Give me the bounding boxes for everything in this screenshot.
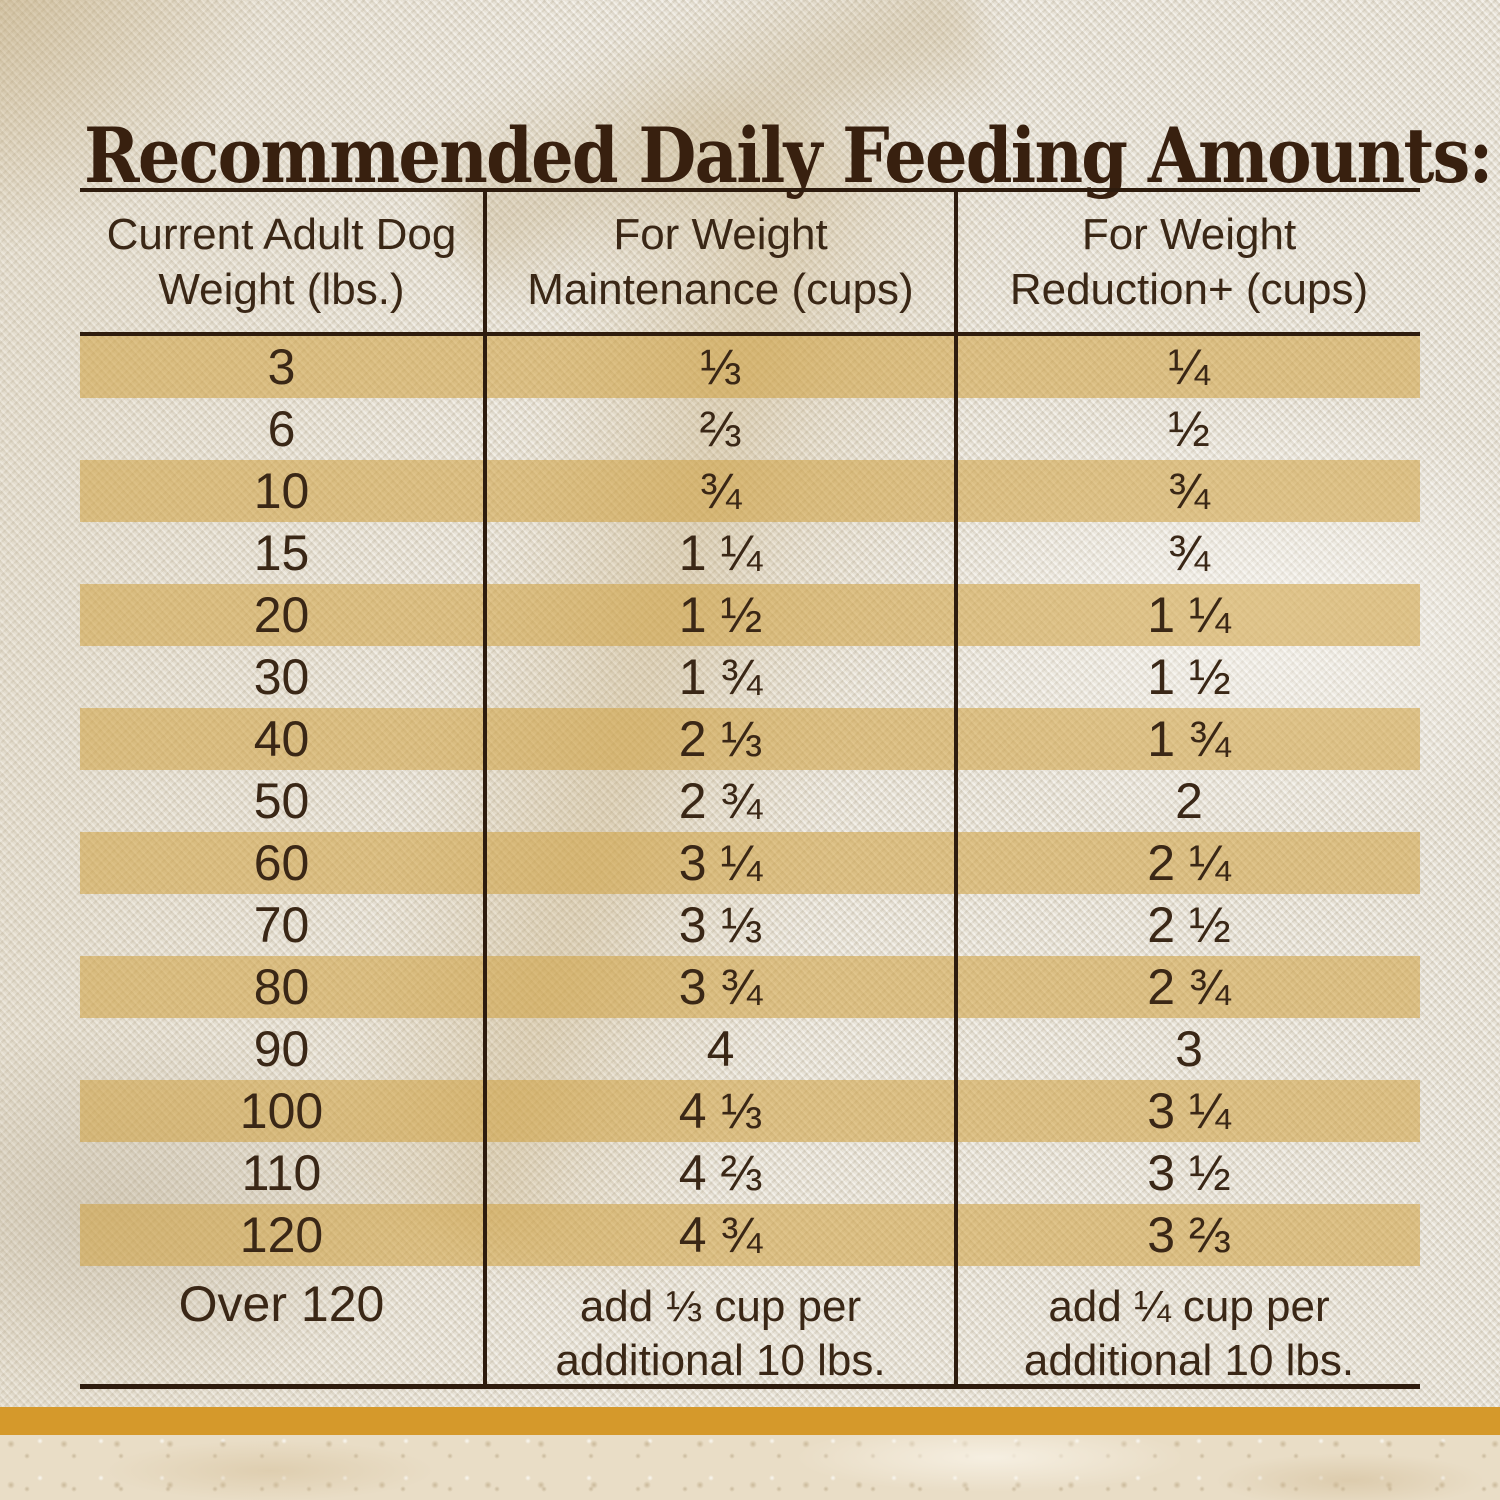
gold-accent-bar [0,1407,1500,1435]
cell-maintenance: 4 [483,1018,954,1080]
cell-reduction: 1 ½ [954,646,1420,708]
cell-weight: 10 [253,463,310,519]
table-row: 3 ⅓ ¼ [80,336,1420,398]
cell-reduction: 1 ¾ [954,708,1420,770]
header-reduction-line1: For Weight [1081,210,1297,259]
cell-weight: 15 [253,525,310,581]
table-row: 6 ⅔ ½ [80,398,1420,460]
cell-maintenance: 1 ¾ [483,646,954,708]
cell-reduction: ¾ [954,460,1420,522]
cell-reduction: ¾ [954,522,1420,584]
cell-reduction: 2 [954,770,1420,832]
page-title: Recommended Daily Feeding Amounts: [84,110,1493,200]
cell-maintenance: 1 ¼ [483,522,954,584]
cell-weight: 110 [241,1145,322,1201]
cell-reduction: ½ [954,398,1420,460]
cell-weight: 80 [253,959,310,1015]
cell-reduction: 3 ½ [954,1142,1420,1204]
cell-maintenance: 4 ¾ [483,1204,954,1266]
table-row: 15 1 ¼ ¾ [80,522,1420,584]
cell-weight: Over 120 [178,1276,385,1332]
feeding-table: Current Adult Dog Weight (lbs.) For Weig… [80,188,1420,1389]
table-row: 90 4 3 [80,1018,1420,1080]
table-row: 120 4 ¾ 3 ⅔ [80,1204,1420,1266]
cell-weight: 90 [253,1021,310,1077]
cell-maintenance: 1 ½ [483,584,954,646]
cell-weight: 70 [253,897,310,953]
cell-weight: 120 [239,1207,324,1263]
header-weight-line1: Current Adult Dog [106,210,457,259]
cell-maintenance: add ⅓ cup per additional 10 lbs. [483,1266,954,1388]
table-header-row: Current Adult Dog Weight (lbs.) For Weig… [80,192,1420,336]
cell-reduction: 2 ¾ [954,956,1420,1018]
header-weight: Current Adult Dog Weight (lbs.) [80,192,483,332]
header-reduction: For Weight Reduction+ (cups) [954,192,1420,332]
table-row: 10 ¾ ¾ [80,460,1420,522]
header-maintenance-line2: Maintenance (cups) [527,265,914,314]
header-maintenance-line1: For Weight [613,210,828,259]
table-row: 50 2 ¾ 2 [80,770,1420,832]
cell-maintenance: ⅔ [483,398,954,460]
header-maintenance: For Weight Maintenance (cups) [483,192,954,332]
cell-reduction: 2 ¼ [954,832,1420,894]
table-row: 20 1 ½ 1 ¼ [80,584,1420,646]
cell-reduction: ¼ [954,336,1420,398]
table-row: 30 1 ¾ 1 ½ [80,646,1420,708]
cell-reduction: 3 [954,1018,1420,1080]
table-row: 80 3 ¾ 2 ¾ [80,956,1420,1018]
cell-weight: 100 [239,1083,324,1139]
table-row: 110 4 ⅔ 3 ½ [80,1142,1420,1204]
cell-maintenance: 4 ⅓ [483,1080,954,1142]
header-reduction-line2: Reduction+ (cups) [1009,265,1369,314]
cell-maintenance: 4 ⅔ [483,1142,954,1204]
cell-weight: 20 [253,587,310,643]
cell-weight: 60 [253,835,310,891]
header-weight-line2: Weight (lbs.) [158,265,405,314]
cell-weight: 6 [267,401,296,457]
table-row: 40 2 ⅓ 1 ¾ [80,708,1420,770]
fabric-background [0,0,1500,1407]
cell-maintenance: 3 ⅓ [483,894,954,956]
cell-reduction: 3 ⅔ [954,1204,1420,1266]
cell-weight: 30 [253,649,310,705]
table-body: 3 ⅓ ¼ 6 ⅔ ½ 10 ¾ ¾ 15 1 ¼ ¾ 20 1 ½ 1 ¼ 3… [80,336,1420,1388]
cell-maintenance: ⅓ [483,336,954,398]
cell-weight: 40 [253,711,310,767]
cell-maintenance: 3 ¼ [483,832,954,894]
cell-reduction: 1 ¼ [954,584,1420,646]
cell-reduction: 3 ¼ [954,1080,1420,1142]
cell-maintenance: 2 ¾ [483,770,954,832]
table-row: 60 3 ¼ 2 ¼ [80,832,1420,894]
cell-reduction: add ¼ cup per additional 10 lbs. [954,1266,1420,1388]
cell-reduction: 2 ½ [954,894,1420,956]
cell-weight: 3 [267,339,296,395]
cell-weight: 50 [253,773,310,829]
cell-maintenance: 3 ¾ [483,956,954,1018]
stone-surface [0,1435,1500,1500]
table-row: 100 4 ⅓ 3 ¼ [80,1080,1420,1142]
cell-maintenance: ¾ [483,460,954,522]
table-row: 70 3 ⅓ 2 ½ [80,894,1420,956]
table-row: Over 120 add ⅓ cup per additional 10 lbs… [80,1266,1420,1388]
cell-maintenance: 2 ⅓ [483,708,954,770]
